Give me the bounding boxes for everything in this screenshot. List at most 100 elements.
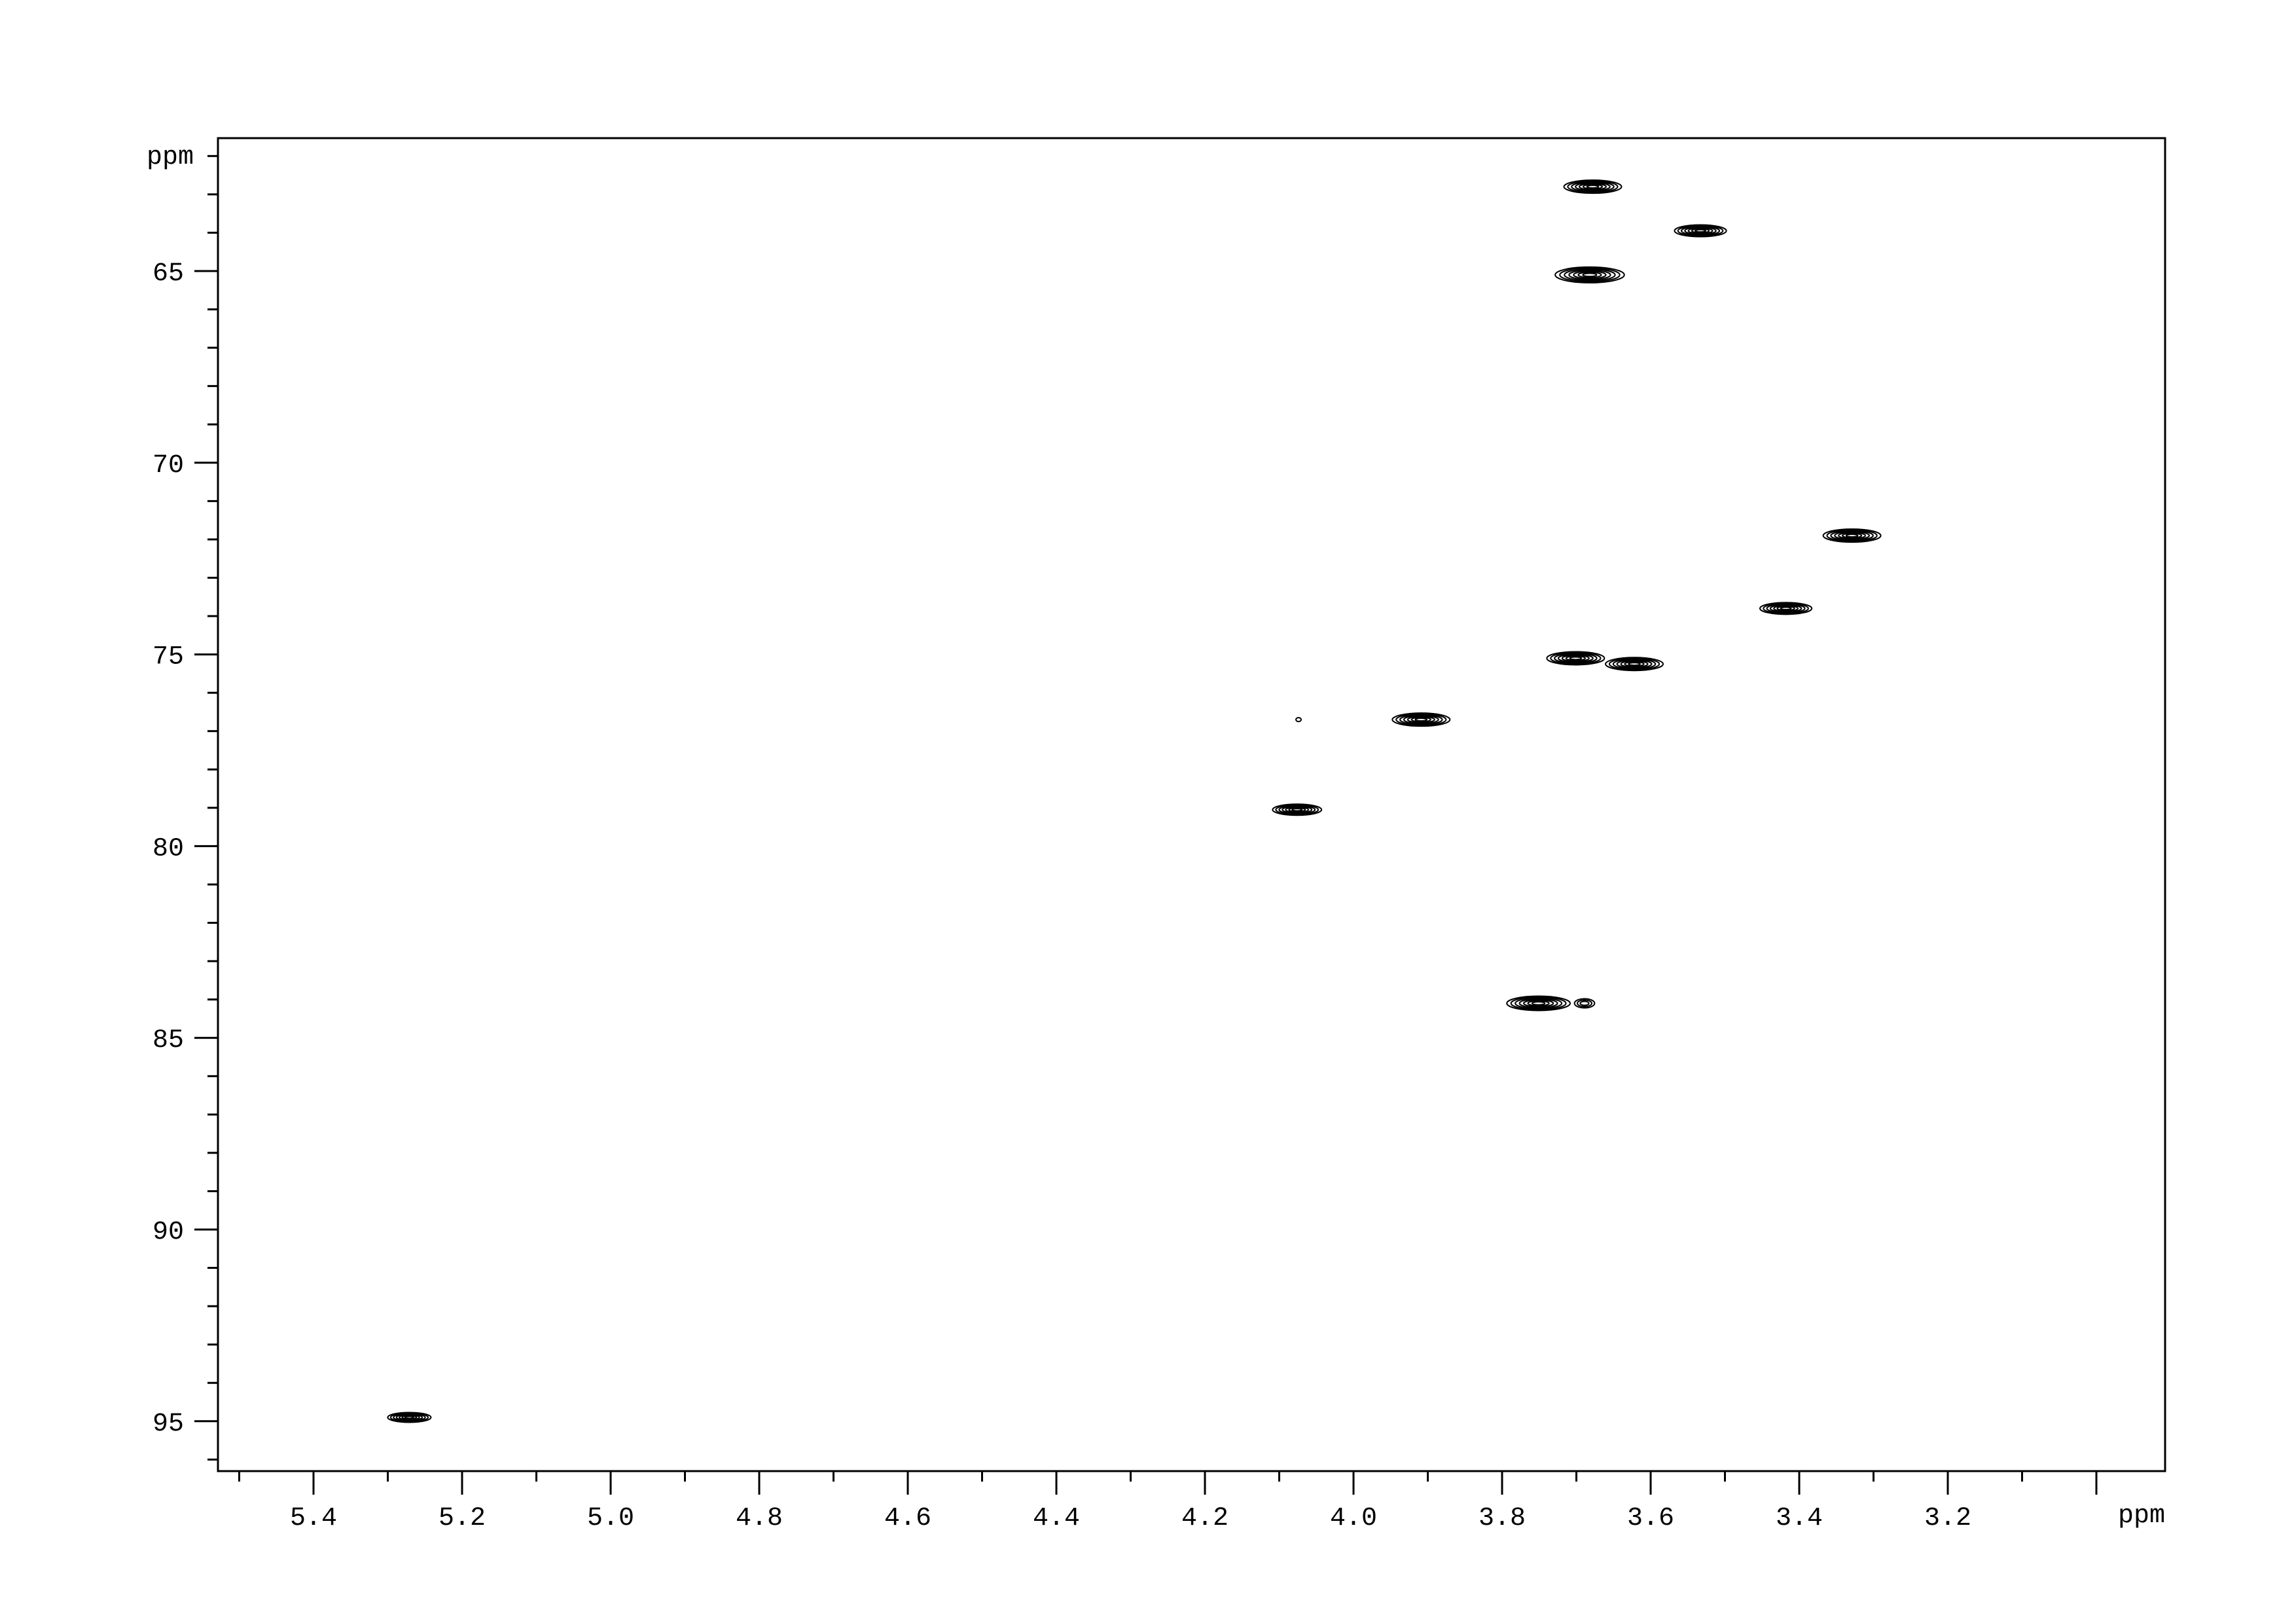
contour-line: [1834, 531, 1870, 541]
contour-line: [1695, 228, 1706, 233]
contour-line: [1527, 1000, 1550, 1007]
contour-line: [1845, 534, 1859, 538]
contour-line: [1291, 808, 1303, 812]
contour-line: [1410, 716, 1431, 723]
contour-line: [1576, 999, 1592, 1008]
contour-line: [1763, 602, 1809, 615]
contour-line: [1554, 653, 1598, 664]
contour-line: [1564, 268, 1616, 282]
contour-line: [1559, 267, 1621, 283]
contour-line: [1278, 805, 1316, 815]
x-axis-label: ppm: [2118, 1501, 2165, 1531]
contour-line: [1608, 657, 1660, 670]
contour-line: [1407, 716, 1435, 723]
contour-line: [1282, 805, 1313, 814]
contour-peak: [1272, 803, 1323, 816]
contour-line: [1546, 651, 1605, 666]
contour-line: [1612, 658, 1657, 670]
contour-line: [1838, 532, 1867, 539]
x-axis: 5.4 5.2 5.0 4.8 4.6 4.4 4.2 4.0 3.8 3.6 3.4 3.2: [238, 1471, 2098, 1533]
x-tick-label: 4.4: [1033, 1504, 1080, 1533]
contour-peak: [1573, 998, 1596, 1009]
contour-line: [1691, 228, 1710, 234]
y-axis: 65 70 75 80 85 90 95: [152, 155, 218, 1461]
contour-peak: [1674, 224, 1727, 238]
contour-line: [1573, 270, 1607, 280]
x-tick-label: 5.0: [587, 1504, 634, 1533]
contour-line: [1506, 995, 1571, 1012]
contour-line: [1624, 661, 1645, 667]
contour-line: [1841, 532, 1863, 539]
contour-line: [1510, 996, 1567, 1011]
contour-line: [1569, 656, 1583, 661]
y-tick-label: 85: [152, 1026, 184, 1055]
contour-peak: [387, 1412, 432, 1423]
contour-peak: [1546, 651, 1605, 666]
contour-line: [1395, 713, 1447, 726]
contour-line: [1563, 179, 1623, 194]
contour-line: [1295, 717, 1302, 723]
contour-line: [1557, 653, 1594, 663]
contour-peak: [1605, 657, 1664, 672]
contour-peak: [1554, 266, 1625, 283]
contour-line: [1561, 654, 1590, 663]
contour-line: [1780, 606, 1792, 611]
x-tick-label: 4.0: [1330, 1504, 1377, 1533]
contour-line: [1403, 715, 1439, 725]
contour-line: [1550, 651, 1602, 665]
contour-line: [1414, 718, 1428, 722]
y-tick-label: 80: [152, 834, 184, 864]
contour-line: [1674, 224, 1727, 238]
x-tick-label: 4.8: [736, 1504, 783, 1533]
contour-line: [1391, 712, 1451, 727]
contour-line: [1554, 266, 1625, 283]
contour-line: [1766, 603, 1806, 613]
contour-line: [1272, 803, 1323, 816]
contour-line: [1681, 225, 1721, 236]
contour-line: [1518, 998, 1558, 1009]
contour-line: [1605, 657, 1664, 672]
contour-line: [1822, 528, 1882, 543]
contour-peak: [1822, 528, 1882, 543]
contour-line: [1399, 714, 1443, 725]
x-tick-label: 3.4: [1776, 1504, 1823, 1533]
contour-peak: [1506, 995, 1571, 1012]
y-tick-label: 90: [152, 1218, 184, 1247]
x-tick-label: 3.6: [1627, 1504, 1674, 1533]
contour-peaks: [387, 179, 1882, 1423]
x-tick-label: 4.6: [884, 1504, 931, 1533]
x-tick-label: 5.4: [290, 1504, 337, 1533]
contour-line: [1616, 659, 1653, 669]
contour-line: [1579, 1000, 1590, 1006]
x-tick-label: 4.2: [1181, 1504, 1229, 1533]
contour-line: [1759, 602, 1813, 615]
contour-line: [1577, 271, 1602, 278]
plot-frame: [217, 137, 2166, 1472]
x-tick-label: 3.8: [1479, 1504, 1526, 1533]
y-tick-label: 95: [152, 1410, 184, 1439]
contour-line: [1567, 180, 1619, 193]
contour-line: [1571, 181, 1615, 192]
contour-line: [1586, 185, 1600, 189]
y-tick-label: 75: [152, 643, 184, 672]
y-tick-label: 65: [152, 259, 184, 289]
contour-line: [1773, 605, 1799, 612]
contour-line: [1285, 806, 1310, 813]
contour-peak: [1295, 717, 1302, 723]
contour-line: [1582, 272, 1598, 278]
x-tick-label: 3.2: [1924, 1504, 1971, 1533]
contour-line: [1620, 660, 1649, 668]
contour-line: [1565, 655, 1587, 661]
contour-line: [1523, 999, 1554, 1008]
contour-line: [1288, 807, 1306, 812]
y-tick-label: 70: [152, 451, 184, 481]
contour-line: [404, 1415, 415, 1419]
contour-line: [1568, 269, 1611, 281]
contour-line: [1515, 997, 1563, 1010]
x-tick-label: 5.2: [439, 1504, 486, 1533]
contour-peak: [1563, 179, 1623, 194]
contour-line: [1776, 606, 1795, 611]
contour-line: [1830, 530, 1874, 541]
contour-line: [1531, 1001, 1546, 1006]
